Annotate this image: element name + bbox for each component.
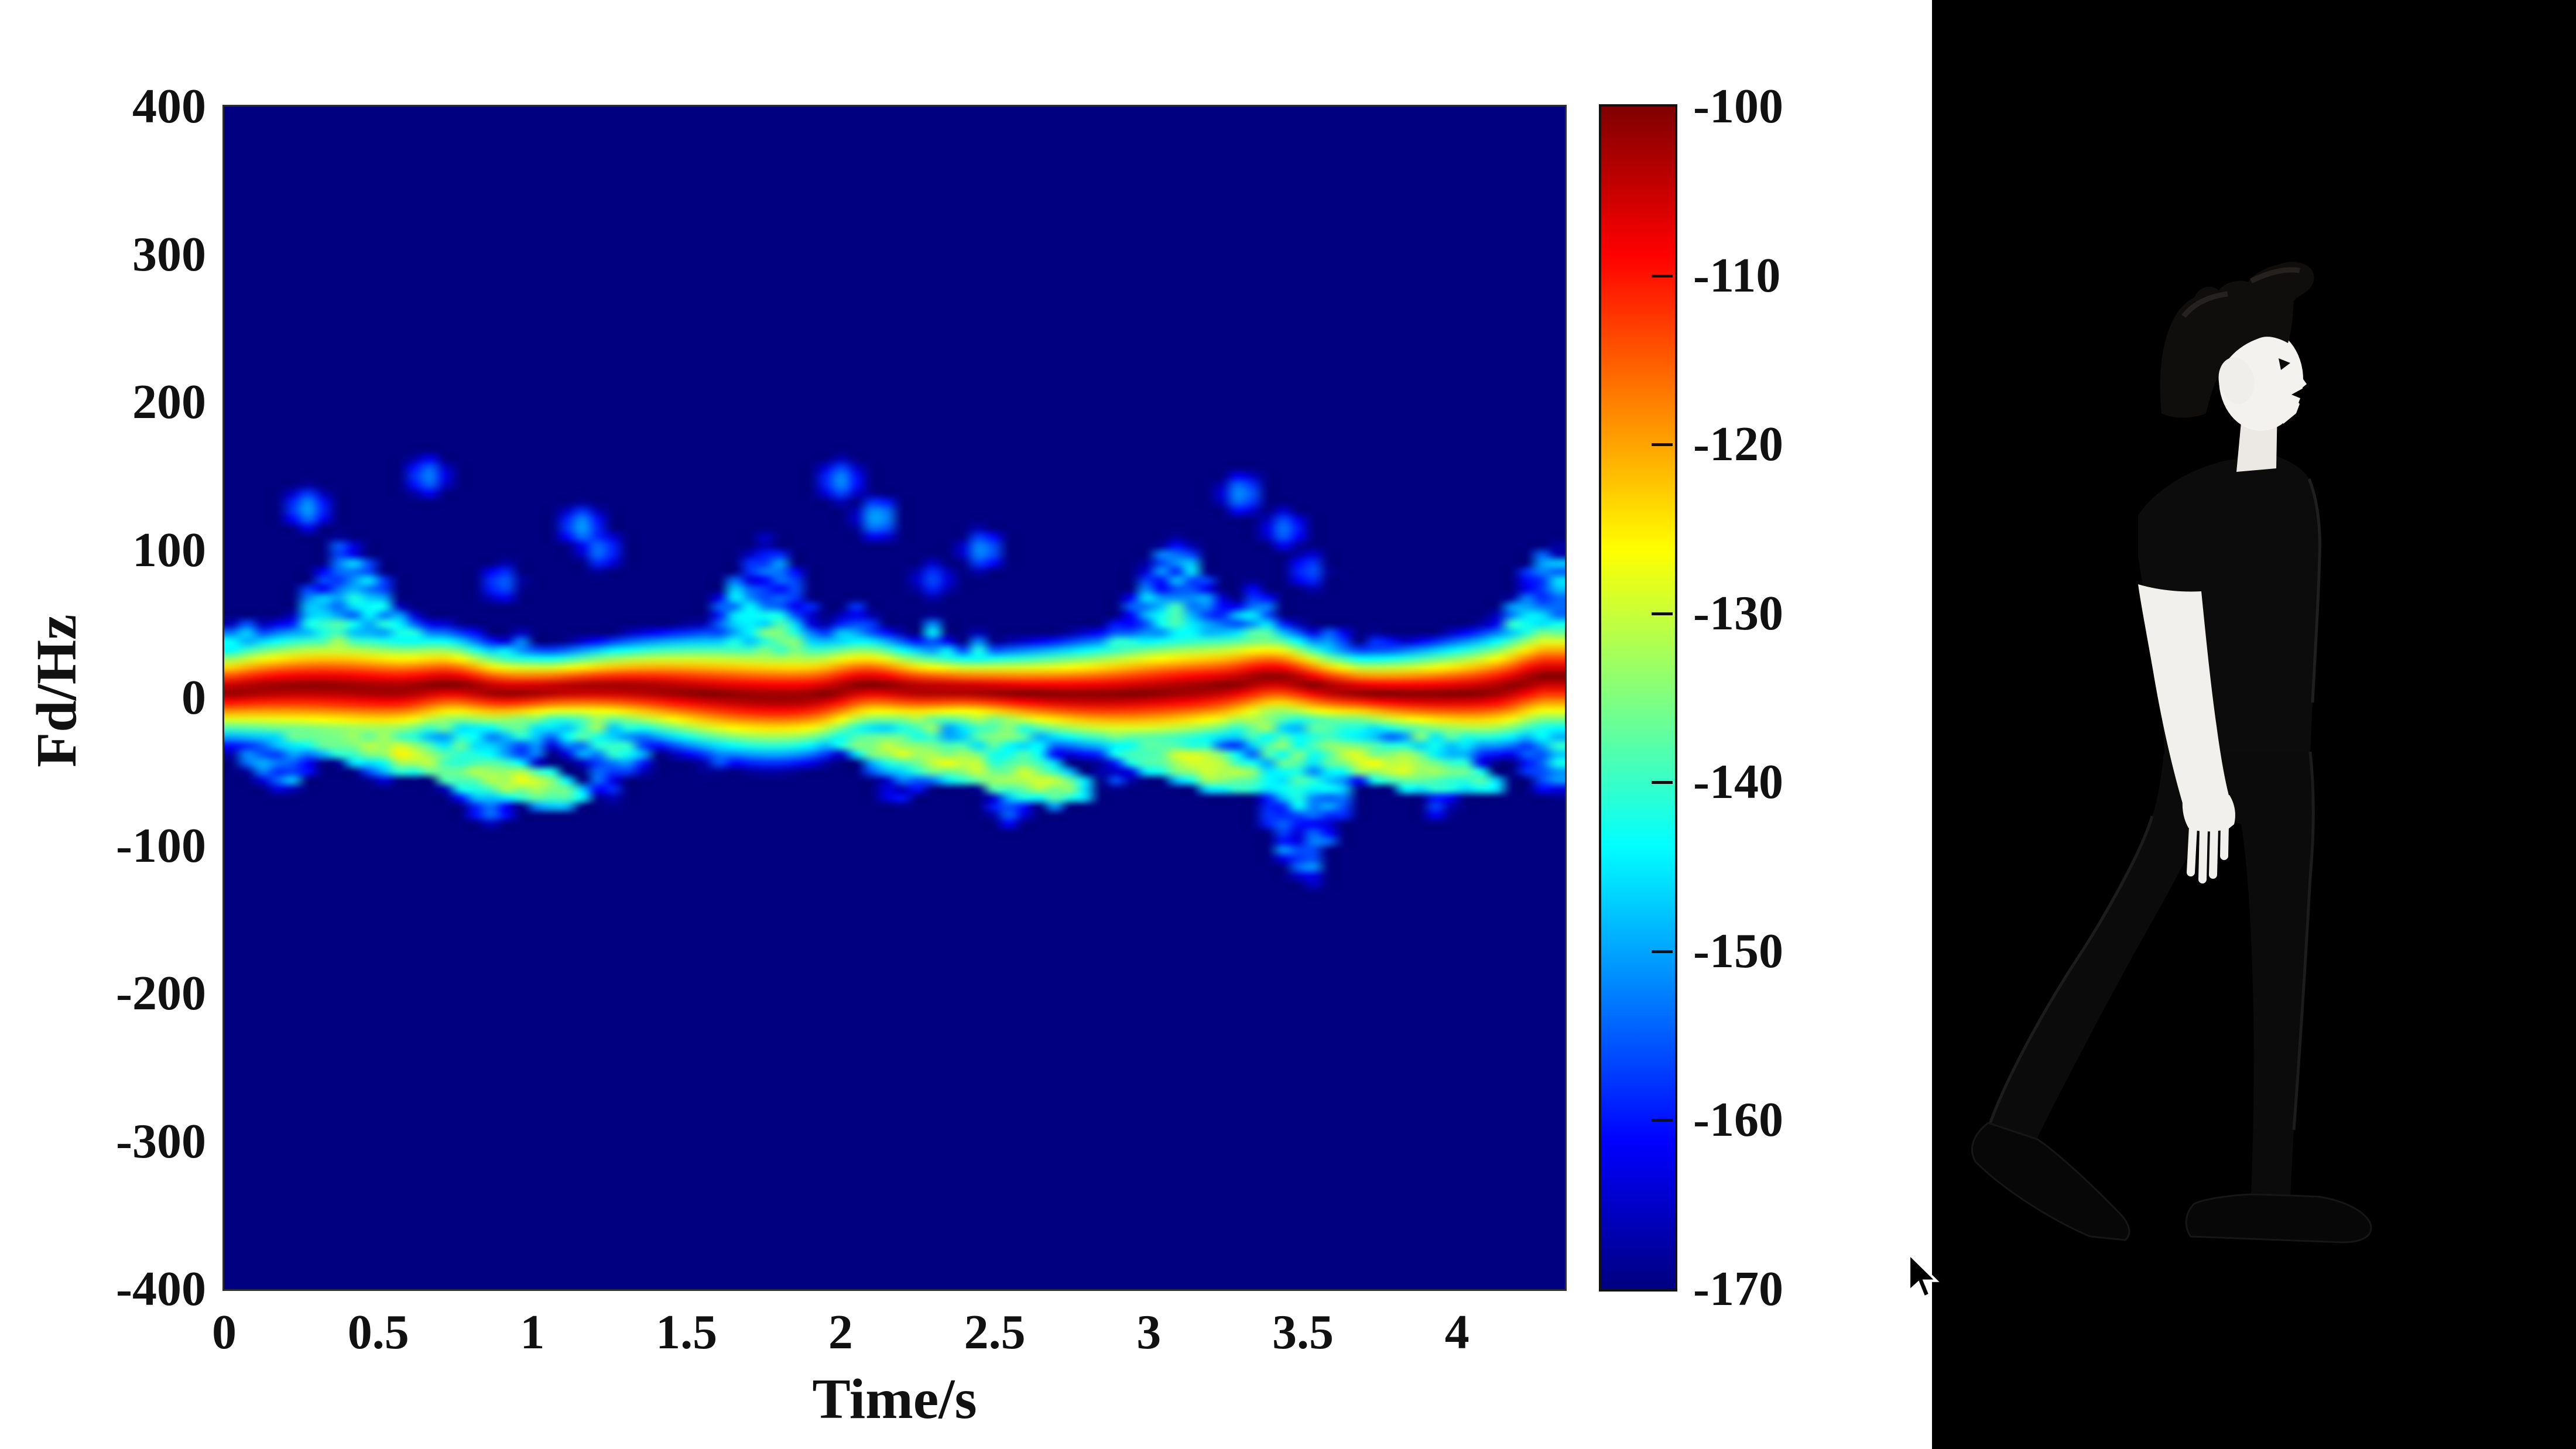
colorbar [1599,104,1677,1292]
x-tick-label: 3.5 [1272,1305,1334,1359]
person-trousers [1989,752,2314,1197]
person-nostril-shadow [2291,388,2304,399]
person-forearm [2138,584,2229,803]
colorbar-tick-label: -120 [1693,417,1783,472]
y-tick-label: -200 [116,966,206,1020]
colorbar-tick-label: -160 [1693,1092,1783,1147]
colorbar-tick-mark [1652,950,1673,953]
spectrogram-plot-area [222,105,1567,1291]
person-trousers-rim-highlight [1988,751,2315,1131]
x-tick-label: 4 [1444,1305,1469,1359]
person-face [2219,328,2303,431]
person-ear [2218,357,2255,404]
y-tick-label: 100 [132,522,206,577]
walking-person-panel [1932,0,2576,1449]
colorbar-tick-mark [1652,612,1673,615]
y-tick-label: 300 [132,227,206,282]
y-tick-label: 400 [132,79,206,133]
x-tick-label: 3 [1136,1305,1162,1359]
person-fingers [2187,820,2229,883]
y-tick-label: 0 [181,670,206,725]
x-tick-label: 2.5 [964,1305,1026,1359]
colorbar-tick-label: -110 [1693,248,1781,303]
colorbar-tick-mark [1652,443,1673,447]
person-hair-sheen [2181,267,2300,318]
y-tick-label: -300 [116,1114,206,1169]
person-front-shoe [2185,1193,2372,1244]
person-face-profile [2283,351,2307,424]
person-tshirt-rim-highlight [2307,478,2321,703]
y-tick-label: 200 [132,375,206,429]
y-tick-label: -100 [116,818,206,873]
colorbar-tick-mark [1652,1119,1673,1122]
x-tick-label: 2 [828,1305,853,1359]
colorbar-tick-label: -150 [1693,923,1783,978]
person-eye [2279,358,2290,370]
x-tick-label: 1.5 [656,1305,718,1359]
x-tick-label: 0 [212,1305,237,1359]
colorbar-tick-label: -170 [1693,1262,1783,1316]
colorbar-tick-mark [1652,781,1673,785]
colorbar-tick-label: -140 [1693,755,1783,810]
person-back-shoe [1971,1122,2130,1241]
spectrogram-canvas [224,107,1565,1289]
x-tick-label: 0.5 [347,1305,409,1359]
colorbar-tick-label: -130 [1693,585,1783,640]
walking-person-figure [1971,262,2372,1244]
x-tick-label: 1 [520,1305,545,1359]
colorbar-tick-mark [1652,274,1673,278]
colorbar-tick-label: -100 [1693,79,1783,133]
y-tick-label: -400 [116,1262,206,1316]
mouse-cursor-icon[interactable] [1904,1252,1943,1302]
x-axis-label: Time/s [812,1368,977,1431]
